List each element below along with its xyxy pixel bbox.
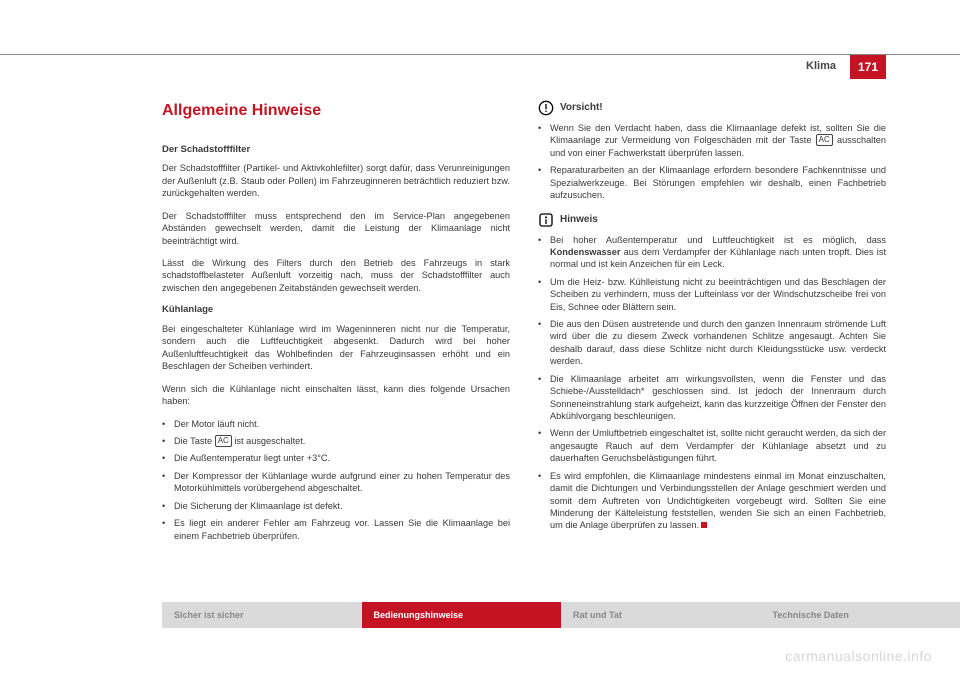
- chapter-label: Klima: [806, 55, 850, 79]
- content-columns: Allgemeine Hinweise Der Schadstofffilter…: [162, 100, 886, 568]
- header-rule: Klima 171: [0, 54, 960, 78]
- subhead-kuehlanlage: Kühlanlage: [162, 304, 510, 317]
- info-icon: [538, 212, 554, 228]
- subhead-schadstofffilter: Der Schadstofffilter: [162, 144, 510, 157]
- page: Klima 171 Allgemeine Hinweise Der Schads…: [0, 0, 960, 678]
- ac-button-icon: AC: [215, 435, 232, 447]
- column-left: Allgemeine Hinweise Der Schadstofffilter…: [162, 100, 510, 568]
- caution-list: Wenn Sie den Verdacht haben, dass die Kl…: [538, 122, 886, 202]
- list-item: Wenn Sie den Verdacht haben, dass die Kl…: [538, 122, 886, 159]
- cause-list: Der Motor läuft nicht. Die Taste AC ist …: [162, 418, 510, 542]
- tab-bedienung: Bedienungshinweise: [362, 602, 562, 628]
- para: Wenn sich die Kühlanlage nicht einschalt…: [162, 383, 510, 408]
- watermark: carmanualsonline.info: [785, 648, 932, 664]
- list-item: Bei hoher Außentemperatur und Luftfeucht…: [538, 234, 886, 271]
- column-right: Vorsicht! Wenn Sie den Verdacht haben, d…: [538, 100, 886, 568]
- tab-rat: Rat und Tat: [561, 602, 761, 628]
- section-title: Allgemeine Hinweise: [162, 100, 510, 122]
- list-item: Die Klimaanlage arbeitet am wirkungsvoll…: [538, 373, 886, 423]
- list-item: Der Kompressor der Kühlanlage wurde aufg…: [162, 470, 510, 495]
- list-item: Um die Heiz- bzw. Kühlleistung nicht zu …: [538, 276, 886, 313]
- list-item: Reparaturarbeiten an der Klimaanlage erf…: [538, 164, 886, 201]
- footer-spacer: [0, 602, 162, 628]
- para: Der Schadstofffilter muss entsprechend d…: [162, 210, 510, 247]
- para: Lässt die Wirkung des Filters durch den …: [162, 257, 510, 294]
- warning-icon: [538, 100, 554, 116]
- list-item: Die Taste AC ist ausgeschaltet.: [162, 435, 510, 447]
- text: Bei hoher Außentemperatur und Luftfeucht…: [550, 235, 886, 245]
- tab-technische: Technische Daten: [761, 602, 960, 628]
- caution-label: Vorsicht!: [560, 101, 603, 115]
- page-number: 171: [850, 55, 886, 79]
- list-item: Die Sicherung der Klimaanlage ist defekt…: [162, 500, 510, 512]
- para: Der Schadstofffilter (Partikel- und Akti…: [162, 162, 510, 199]
- text-bold: Kondenswasser: [550, 247, 620, 257]
- tab-sicher: Sicher ist sicher: [162, 602, 362, 628]
- list-item: Die aus den Düsen austretende und durch …: [538, 318, 886, 368]
- note-list: Bei hoher Außentemperatur und Luftfeucht…: [538, 234, 886, 532]
- text: ist ausgeschaltet.: [232, 436, 306, 446]
- text: Es wird empfohlen, die Klimaanlage minde…: [550, 471, 886, 531]
- end-mark-icon: [701, 522, 707, 528]
- text: Die Taste: [174, 436, 215, 446]
- list-item: Wenn der Umluftbetrieb eingeschaltet ist…: [538, 427, 886, 464]
- footer-tabs: Sicher ist sicher Bedienungshinweise Rat…: [0, 602, 960, 628]
- ac-button-icon: AC: [816, 134, 833, 146]
- list-item: Es wird empfohlen, die Klimaanlage minde…: [538, 470, 886, 532]
- list-item: Es liegt ein anderer Fehler am Fahrzeug …: [162, 517, 510, 542]
- para: Bei eingeschalteter Kühlanlage wird im W…: [162, 323, 510, 373]
- caution-heading: Vorsicht!: [538, 100, 886, 116]
- list-item: Die Außentemperatur liegt unter +3°C.: [162, 452, 510, 464]
- note-label: Hinweis: [560, 213, 598, 227]
- header-right: Klima 171: [806, 55, 886, 79]
- list-item: Der Motor läuft nicht.: [162, 418, 510, 430]
- note-heading: Hinweis: [538, 212, 886, 228]
